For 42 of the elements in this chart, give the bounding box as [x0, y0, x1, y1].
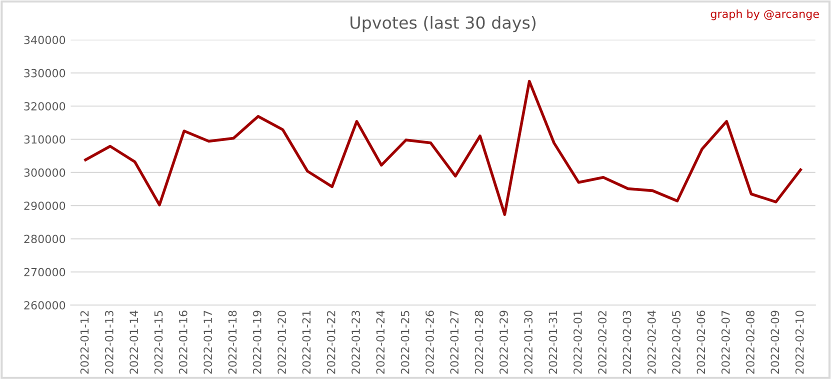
x-tick-label: 2022-02-05	[672, 310, 681, 374]
x-tick-label: 2022-01-24	[376, 310, 385, 374]
x-tick-label: 2022-01-21	[302, 310, 311, 374]
chart-title: Upvotes (last 30 days)	[350, 16, 536, 32]
x-tick-label: 2022-02-07	[721, 310, 730, 374]
y-tick-label: 280000	[24, 234, 66, 244]
x-tick-label: 2022-01-19	[252, 310, 262, 374]
x-tick-label: 2022-02-02	[598, 311, 607, 374]
x-tick-label: 2022-02-04	[647, 310, 656, 374]
y-tick-label: 260000	[24, 301, 66, 310]
x-tick-label: 2022-01-13	[104, 310, 114, 374]
x-tick-label: 2022-02-10	[795, 310, 804, 374]
x-tick-label: 2022-01-14	[130, 310, 138, 374]
y-tick-label: 330000	[24, 68, 66, 78]
x-tick-label: 2022-02-08	[746, 310, 754, 374]
x-tick-label: 2022-01-17	[204, 310, 212, 374]
y-tick-label: 310000	[24, 135, 66, 144]
x-tick-label: 2022-01-30	[524, 310, 533, 374]
y-tick-label: 340000	[24, 36, 66, 44]
x-tick-label: 2022-01-22	[326, 311, 336, 374]
x-tick-label: 2022-02-03	[622, 310, 632, 374]
x-tick-label: 2022-02-09	[770, 310, 780, 374]
y-tick-label: 270000	[24, 268, 66, 276]
y-tick-label: 300000	[24, 168, 66, 177]
x-tick-label: 2022-01-25	[400, 310, 410, 374]
x-tick-label: 2022-02-01	[573, 310, 582, 374]
x-tick-label: 2022-01-18	[228, 310, 237, 374]
y-tick-label: 320000	[24, 102, 66, 110]
x-tick-label: 2022-01-27	[450, 310, 459, 374]
line-series	[84, 80, 802, 216]
x-tick-label: 2022-02-06	[696, 310, 706, 374]
x-tick-label: 2022-01-26	[426, 310, 434, 374]
x-tick-label: 2022-01-31	[548, 310, 558, 374]
x-tick-label: 2022-01-29	[500, 310, 508, 374]
y-tick-label: 290000	[24, 202, 66, 210]
x-tick-label: 2022-01-20	[278, 310, 286, 374]
x-tick-label: 2022-01-16	[178, 310, 188, 374]
x-tick-label: 2022-01-15	[154, 310, 163, 374]
x-tick-label: 2022-01-28	[474, 310, 484, 374]
x-tick-label: 2022-01-23	[352, 310, 360, 374]
text: graph by @arcange	[710, 9, 819, 20]
x-tick-label: 2022-01-12	[80, 311, 89, 374]
